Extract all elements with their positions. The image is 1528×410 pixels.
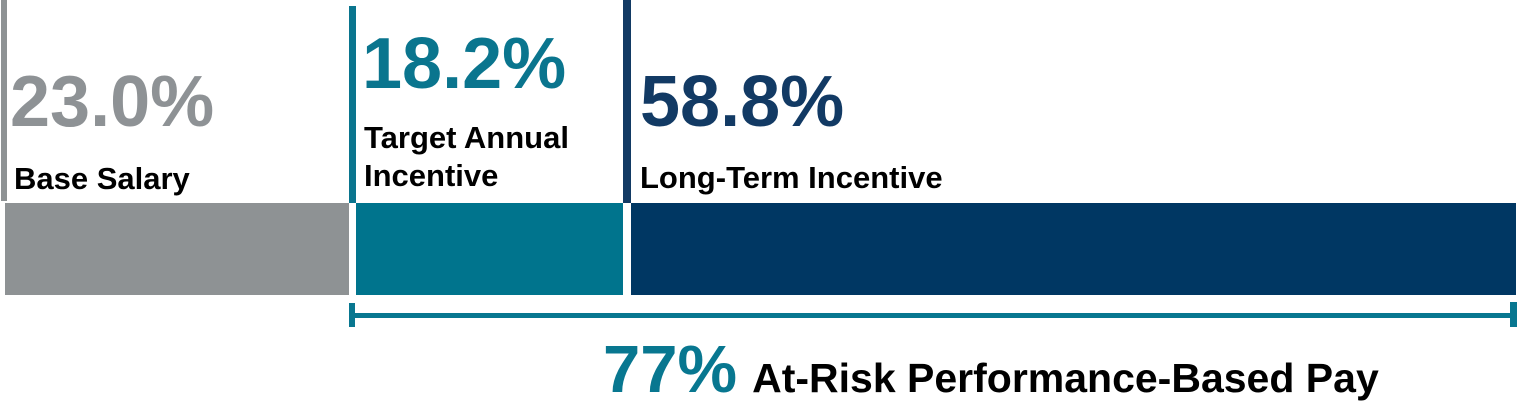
at-risk-bracket-left-tick (349, 303, 355, 327)
target-annual-incentive-segment (356, 203, 623, 295)
target-annual-incentive-label: Target Annual Incentive (364, 120, 569, 193)
long-term-incentive-label: Long-Term Incentive (640, 160, 943, 195)
long-term-incentive-divider-line (623, 0, 631, 203)
base-salary-segment (5, 203, 349, 295)
at-risk-label: At-Risk Performance-Based Pay (752, 355, 1379, 401)
long-term-incentive-value: 58.8% (640, 62, 845, 142)
at-risk-bracket-line (349, 313, 1517, 318)
base-salary-value: 23.0% (10, 62, 215, 142)
at-risk-bracket-right-tick (1510, 302, 1517, 327)
long-term-incentive-segment (631, 203, 1516, 295)
at-risk-annotation: 77% At-Risk Performance-Based Pay (603, 336, 1379, 403)
base-salary-divider-line (1, 0, 7, 201)
target-annual-incentive-value: 18.2% (362, 24, 567, 104)
at-risk-value: 77% (603, 332, 738, 407)
target-annual-incentive-divider-line (349, 6, 356, 203)
base-salary-label: Base Salary (14, 161, 190, 196)
